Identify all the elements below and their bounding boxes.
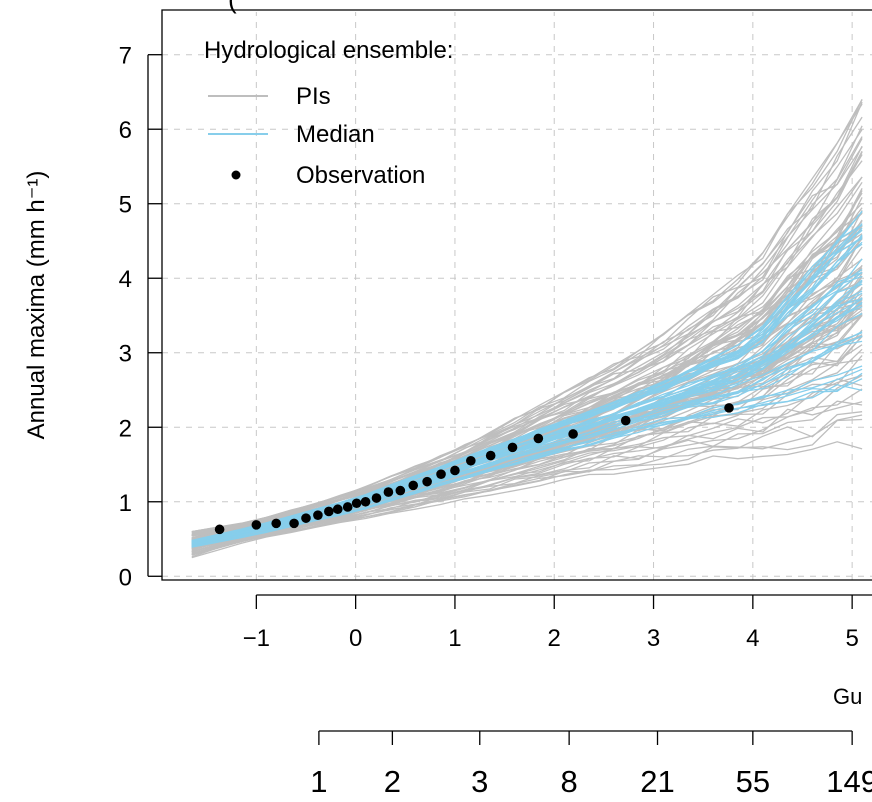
observation-point-1 (251, 520, 262, 530)
y-tick-label-0: 0 (119, 564, 132, 591)
grid-lines (162, 12, 872, 580)
observation-point-11 (371, 493, 382, 503)
observation-point-14 (408, 480, 419, 491)
x-tick-label-0: −1 (243, 625, 270, 652)
x-tick-label-6: 5 (845, 625, 858, 652)
secondary-tick-label-5: 55 (736, 764, 770, 799)
y-tick-label-7: 7 (119, 43, 132, 70)
legend-key-observation (231, 170, 241, 180)
secondary-tick-label-4: 21 (640, 764, 674, 799)
observation-point-20 (507, 442, 518, 453)
observation-point-10 (360, 496, 371, 507)
observation-point-17 (450, 465, 460, 476)
observation-point-3 (289, 518, 299, 529)
x-tick-label-5: 4 (746, 625, 759, 652)
pi-line-68 (191, 246, 863, 544)
median-line-27 (191, 368, 863, 548)
legend-label-median: Median (296, 121, 375, 148)
y-tick-label-5: 5 (119, 192, 132, 219)
pi-line-74 (191, 411, 863, 556)
pi-line-71 (191, 99, 863, 533)
observation-point-7 (332, 504, 343, 515)
observation-point-16 (436, 469, 446, 479)
chart-title-fragment: ( (228, 0, 237, 14)
median-line-5 (191, 243, 863, 543)
x-tick-label-1: 0 (349, 625, 362, 652)
legend-label-observation: Observation (296, 162, 425, 189)
pi-line-87 (191, 145, 863, 537)
x-tick-label-2: 1 (448, 625, 461, 652)
median-lines-group (191, 210, 863, 548)
y-axis: 0 1 2 3 4 5 6 7 (119, 43, 162, 591)
observation-point-13 (395, 485, 406, 496)
observation-point-18 (466, 455, 476, 466)
observation-point-6 (324, 506, 334, 517)
observation-point-8 (342, 502, 353, 512)
legend-label-pis: PIs (296, 83, 331, 110)
secondary-tick-label-6: 149 (826, 764, 872, 799)
legend-entry-median: Median (208, 121, 375, 148)
secondary-tick-label-2: 3 (471, 764, 488, 799)
observation-point-12 (383, 487, 394, 497)
observation-point-9 (351, 498, 362, 509)
secondary-tick-label-3: 8 (561, 764, 578, 799)
observation-point-23 (620, 415, 631, 426)
y-tick-label-2: 2 (119, 415, 132, 442)
legend-title: Hydrological ensemble: (204, 37, 453, 64)
pi-line-83 (191, 401, 863, 555)
x-tick-label-4: 3 (647, 625, 660, 652)
observation-point-24 (724, 403, 734, 413)
median-line-38 (191, 372, 863, 548)
y-tick-label-3: 3 (119, 341, 132, 368)
x-axis: −1 0 1 2 3 4 5 (243, 594, 872, 652)
observation-point-21 (533, 433, 544, 444)
observation-point-19 (485, 450, 496, 461)
y-tick-label-6: 6 (119, 117, 132, 144)
secondary-axis: 1 2 3 8 21 55 149 (310, 730, 872, 799)
x-tick-label-3: 2 (548, 625, 561, 652)
observation-point-15 (422, 476, 432, 487)
y-tick-label-1: 1 (119, 490, 132, 517)
median-line-39 (191, 223, 863, 542)
x-axis-label-fragment: Gu (833, 684, 862, 709)
observation-point-22 (568, 429, 578, 439)
y-axis-label: Annual maxima (mm h⁻¹) (23, 171, 50, 440)
legend: Hydrological ensemble: PIs Median Observ… (204, 37, 453, 189)
observation-points (214, 403, 734, 535)
plot-frame (161, 9, 872, 581)
secondary-tick-label-0: 1 (310, 764, 327, 799)
median-line-33 (191, 211, 863, 542)
observation-point-5 (313, 510, 323, 520)
pi-line-89 (191, 375, 863, 554)
legend-entry-pis: PIs (208, 83, 331, 110)
pi-line-88 (191, 129, 863, 536)
legend-entry-observation: Observation (231, 162, 425, 189)
observation-point-4 (301, 513, 311, 523)
median-line-0 (191, 275, 863, 544)
pi-line-27 (191, 441, 863, 559)
y-tick-label-4: 4 (119, 266, 132, 293)
observation-point-0 (214, 524, 225, 535)
pi-line-69 (191, 348, 863, 552)
secondary-tick-label-1: 2 (384, 764, 401, 799)
observation-point-2 (271, 518, 281, 529)
